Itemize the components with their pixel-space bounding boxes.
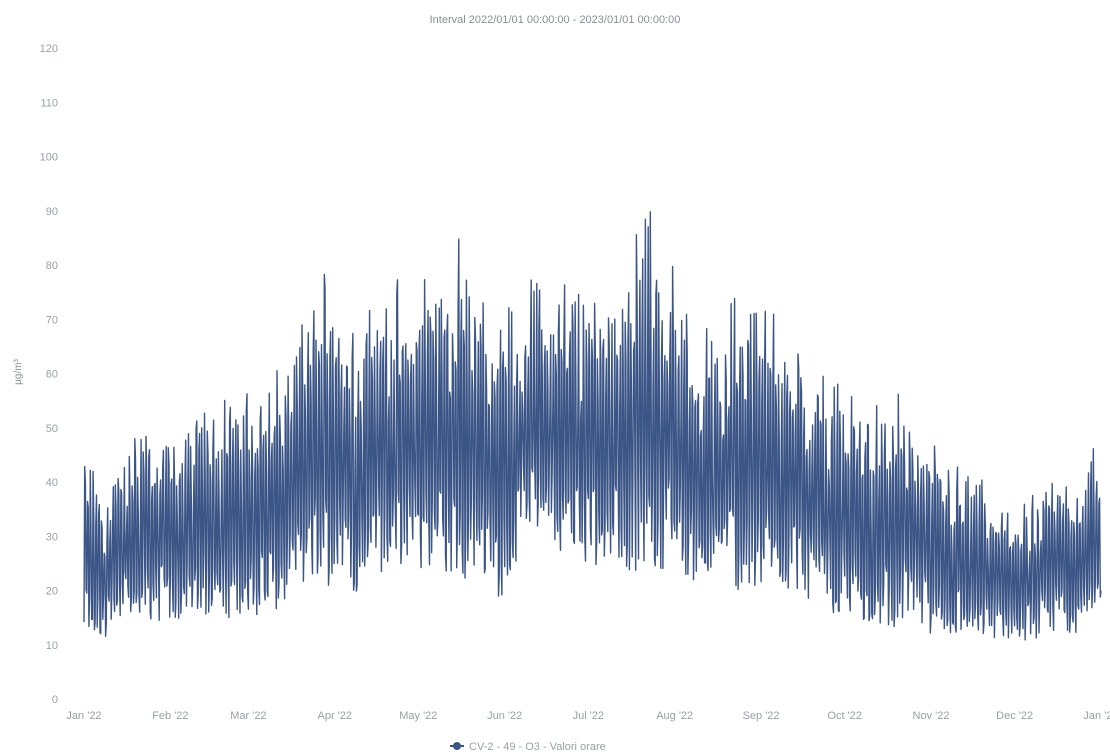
y-axis: 0 10 20 30 40 50 60 70 80 90 100 110 120: [40, 43, 58, 706]
x-tick-label: Feb '22: [152, 710, 188, 722]
series-layer: [83, 211, 1102, 641]
series-line: [83, 211, 1102, 641]
y-tick-label: 110: [40, 97, 58, 109]
y-tick-label: 40: [46, 477, 58, 489]
x-tick-label: Jan '22: [66, 710, 101, 722]
x-axis: Jan '22 Feb '22 Mar '22 Apr '22 May '22 Jun '…: [66, 710, 1110, 722]
y-tick-label: 80: [46, 260, 58, 272]
legend[interactable]: CV-2 - 49 - O3 - Valori orare: [450, 741, 606, 753]
y-tick-label: 100: [40, 152, 58, 164]
y-tick-label: 90: [46, 206, 58, 218]
x-tick-label: Mar '22: [230, 710, 266, 722]
x-tick-label: Jun '22: [487, 710, 522, 722]
x-tick-label: Aug '22: [656, 710, 693, 722]
x-tick-label: May '22: [399, 710, 437, 722]
y-tick-label: 60: [46, 369, 58, 381]
chart-title: Interval 2022/01/01 00:00:00 - 2023/01/0…: [430, 14, 681, 26]
y-tick-label: 50: [46, 423, 58, 435]
x-tick-label: Sep '22: [743, 710, 780, 722]
x-tick-label: Jan '23: [1083, 710, 1110, 722]
y-tick-label: 30: [46, 531, 58, 543]
x-tick-label: Oct '22: [827, 710, 862, 722]
x-tick-label: Jul '22: [573, 710, 604, 722]
x-tick-label: Apr '22: [318, 710, 353, 722]
y-tick-label: 120: [40, 43, 58, 55]
y-tick-label: 20: [46, 586, 58, 598]
x-tick-label: Dec '22: [996, 710, 1033, 722]
legend-marker: [453, 742, 461, 750]
y-tick-label: 0: [52, 694, 58, 706]
y-axis-label: µg/m³: [13, 358, 24, 384]
y-tick-label: 70: [46, 314, 58, 326]
legend-item-label[interactable]: CV-2 - 49 - O3 - Valori orare: [469, 741, 606, 753]
x-tick-label: Nov '22: [913, 710, 950, 722]
y-tick-label: 10: [46, 640, 58, 652]
